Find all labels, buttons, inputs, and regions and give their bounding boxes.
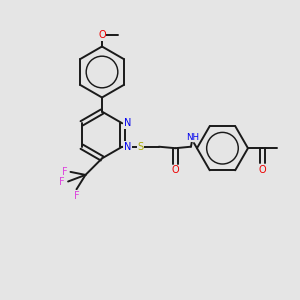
Text: O: O (259, 165, 266, 175)
Text: O: O (172, 165, 179, 176)
Text: N: N (124, 118, 131, 128)
Text: F: F (62, 167, 68, 177)
Text: F: F (74, 191, 79, 201)
Text: N: N (124, 142, 131, 152)
Text: O: O (98, 30, 106, 40)
Text: S: S (137, 142, 143, 152)
Text: F: F (59, 177, 65, 187)
Text: NH: NH (186, 133, 199, 142)
